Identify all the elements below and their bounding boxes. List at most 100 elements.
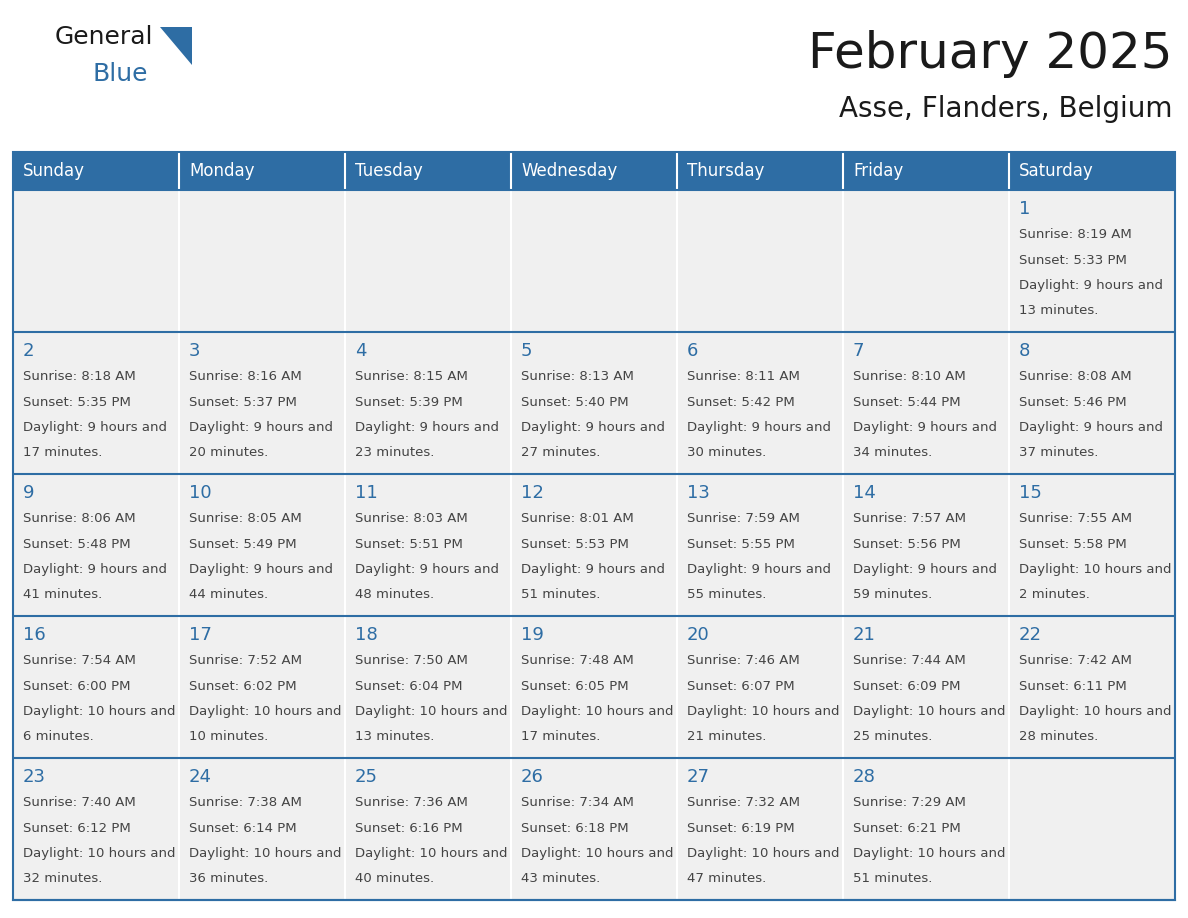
Text: 32 minutes.: 32 minutes. <box>23 872 102 886</box>
Bar <box>179 474 345 616</box>
Bar <box>1009 190 1175 332</box>
Bar <box>179 152 345 190</box>
Bar <box>1009 758 1175 900</box>
Text: Sunset: 5:37 PM: Sunset: 5:37 PM <box>189 396 297 409</box>
Text: 9: 9 <box>23 484 34 502</box>
Text: Sunset: 6:04 PM: Sunset: 6:04 PM <box>355 679 462 692</box>
Text: Tuesday: Tuesday <box>355 162 423 180</box>
Text: Sunrise: 7:38 AM: Sunrise: 7:38 AM <box>189 796 302 809</box>
Text: Sunset: 6:00 PM: Sunset: 6:00 PM <box>23 679 131 692</box>
Text: 26: 26 <box>522 768 544 786</box>
Text: Daylight: 9 hours and: Daylight: 9 hours and <box>853 421 997 434</box>
Bar <box>843 332 1009 474</box>
Text: Daylight: 9 hours and: Daylight: 9 hours and <box>23 563 168 576</box>
Text: Daylight: 9 hours and: Daylight: 9 hours and <box>1019 279 1163 292</box>
Bar <box>1009 332 1175 474</box>
Bar <box>13 332 179 474</box>
Text: 7: 7 <box>853 342 865 360</box>
Text: 19: 19 <box>522 626 544 644</box>
Text: Daylight: 10 hours and: Daylight: 10 hours and <box>189 705 341 718</box>
Text: 37 minutes.: 37 minutes. <box>1019 446 1099 460</box>
Bar <box>345 190 511 332</box>
Text: Sunday: Sunday <box>23 162 86 180</box>
Bar <box>843 474 1009 616</box>
Text: 3: 3 <box>189 342 201 360</box>
Text: Sunrise: 7:55 AM: Sunrise: 7:55 AM <box>1019 512 1132 525</box>
Bar <box>13 474 179 616</box>
Bar <box>345 616 511 758</box>
Text: 20 minutes.: 20 minutes. <box>189 446 268 460</box>
Bar <box>179 616 345 758</box>
Text: 23: 23 <box>23 768 46 786</box>
Text: Daylight: 10 hours and: Daylight: 10 hours and <box>23 705 176 718</box>
Text: Asse, Flanders, Belgium: Asse, Flanders, Belgium <box>840 95 1173 123</box>
Text: Daylight: 9 hours and: Daylight: 9 hours and <box>687 563 830 576</box>
Text: Daylight: 9 hours and: Daylight: 9 hours and <box>1019 421 1163 434</box>
Bar <box>13 190 179 332</box>
Text: Daylight: 9 hours and: Daylight: 9 hours and <box>522 563 665 576</box>
Text: Daylight: 9 hours and: Daylight: 9 hours and <box>522 421 665 434</box>
Text: Sunset: 5:58 PM: Sunset: 5:58 PM <box>1019 538 1126 551</box>
Text: Sunset: 6:16 PM: Sunset: 6:16 PM <box>355 822 462 834</box>
Text: Sunset: 5:53 PM: Sunset: 5:53 PM <box>522 538 628 551</box>
Text: 18: 18 <box>355 626 378 644</box>
Text: Sunset: 5:49 PM: Sunset: 5:49 PM <box>189 538 297 551</box>
Text: Sunset: 5:48 PM: Sunset: 5:48 PM <box>23 538 131 551</box>
Text: Sunrise: 8:18 AM: Sunrise: 8:18 AM <box>23 370 135 383</box>
Polygon shape <box>160 27 192 65</box>
Text: Sunset: 5:39 PM: Sunset: 5:39 PM <box>355 396 463 409</box>
Text: 11: 11 <box>355 484 378 502</box>
Text: Sunrise: 7:57 AM: Sunrise: 7:57 AM <box>853 512 966 525</box>
Text: Sunrise: 8:01 AM: Sunrise: 8:01 AM <box>522 512 633 525</box>
Text: 27: 27 <box>687 768 710 786</box>
Text: Sunrise: 8:16 AM: Sunrise: 8:16 AM <box>189 370 302 383</box>
Text: 16: 16 <box>23 626 46 644</box>
Text: 4: 4 <box>355 342 367 360</box>
Text: Daylight: 10 hours and: Daylight: 10 hours and <box>522 847 674 860</box>
Text: Sunset: 5:44 PM: Sunset: 5:44 PM <box>853 396 961 409</box>
Text: 55 minutes.: 55 minutes. <box>687 588 766 601</box>
Text: Sunrise: 7:46 AM: Sunrise: 7:46 AM <box>687 654 800 667</box>
Text: 51 minutes.: 51 minutes. <box>853 872 933 886</box>
Text: 21 minutes.: 21 minutes. <box>687 731 766 744</box>
Text: Sunset: 5:56 PM: Sunset: 5:56 PM <box>853 538 961 551</box>
Text: 22: 22 <box>1019 626 1042 644</box>
Bar <box>677 152 843 190</box>
Text: Sunrise: 7:29 AM: Sunrise: 7:29 AM <box>853 796 966 809</box>
Text: 48 minutes.: 48 minutes. <box>355 588 434 601</box>
Text: Sunrise: 8:19 AM: Sunrise: 8:19 AM <box>1019 228 1132 241</box>
Bar <box>843 616 1009 758</box>
Bar <box>345 152 511 190</box>
Text: 13: 13 <box>687 484 710 502</box>
Text: Thursday: Thursday <box>687 162 764 180</box>
Text: Daylight: 10 hours and: Daylight: 10 hours and <box>853 847 1005 860</box>
Text: 28: 28 <box>853 768 876 786</box>
Text: Daylight: 10 hours and: Daylight: 10 hours and <box>23 847 176 860</box>
Text: Daylight: 10 hours and: Daylight: 10 hours and <box>355 847 507 860</box>
Text: 5: 5 <box>522 342 532 360</box>
Text: Sunset: 6:14 PM: Sunset: 6:14 PM <box>189 822 297 834</box>
Text: 23 minutes.: 23 minutes. <box>355 446 435 460</box>
Text: 43 minutes.: 43 minutes. <box>522 872 600 886</box>
Bar <box>843 758 1009 900</box>
Text: 34 minutes.: 34 minutes. <box>853 446 933 460</box>
Text: Sunset: 6:02 PM: Sunset: 6:02 PM <box>189 679 297 692</box>
Text: Daylight: 9 hours and: Daylight: 9 hours and <box>355 421 499 434</box>
Text: 51 minutes.: 51 minutes. <box>522 588 600 601</box>
Text: 2 minutes.: 2 minutes. <box>1019 588 1089 601</box>
Bar <box>511 190 677 332</box>
Text: 2: 2 <box>23 342 34 360</box>
Text: Sunset: 6:18 PM: Sunset: 6:18 PM <box>522 822 628 834</box>
Text: 25: 25 <box>355 768 378 786</box>
Text: 36 minutes.: 36 minutes. <box>189 872 268 886</box>
Text: 17 minutes.: 17 minutes. <box>23 446 102 460</box>
Text: Sunrise: 7:48 AM: Sunrise: 7:48 AM <box>522 654 633 667</box>
Text: February 2025: February 2025 <box>809 30 1173 78</box>
Text: 10 minutes.: 10 minutes. <box>189 731 268 744</box>
Text: Monday: Monday <box>189 162 254 180</box>
Text: Daylight: 10 hours and: Daylight: 10 hours and <box>687 705 840 718</box>
Text: Daylight: 10 hours and: Daylight: 10 hours and <box>853 705 1005 718</box>
Text: 27 minutes.: 27 minutes. <box>522 446 600 460</box>
Text: Sunset: 5:46 PM: Sunset: 5:46 PM <box>1019 396 1126 409</box>
Text: 28 minutes.: 28 minutes. <box>1019 731 1098 744</box>
